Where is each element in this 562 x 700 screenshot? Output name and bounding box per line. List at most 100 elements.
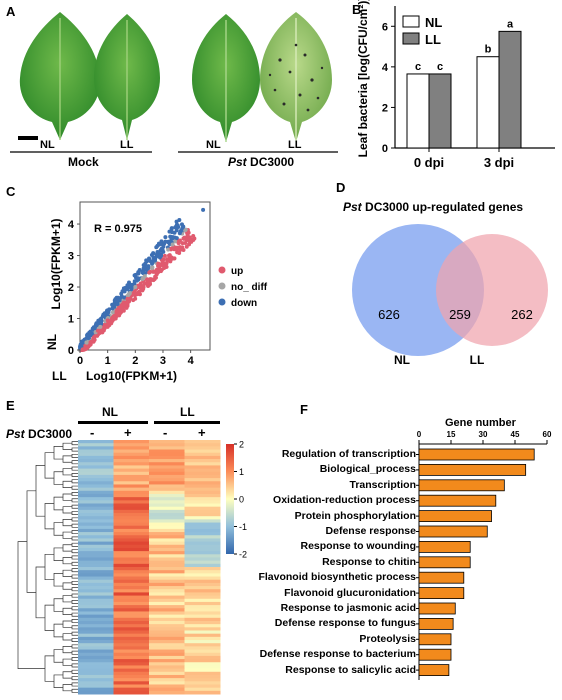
c-point — [172, 247, 177, 252]
heatmap-cell — [78, 687, 114, 692]
heatmap-cell — [113, 624, 150, 628]
c-point — [177, 218, 182, 223]
dendrogram-branch — [44, 655, 54, 682]
heatmap-cell — [149, 503, 185, 508]
heatmap-cell — [149, 519, 185, 524]
heatmap-cell — [113, 681, 150, 685]
heatmap-cell — [184, 551, 221, 555]
heatmap-cell — [113, 636, 150, 641]
c-y-tick-label: 4 — [68, 219, 75, 231]
f-category-label: Oxidation-reduction process — [273, 494, 416, 507]
heatmap-cell — [184, 620, 221, 625]
heatmap-cell — [113, 605, 150, 609]
dendrogram-branch — [62, 455, 72, 463]
heatmap-cell — [149, 678, 185, 682]
f-category-label: Defense response to bacterium — [259, 648, 416, 661]
c-point — [105, 318, 110, 323]
dendrogram-branch — [71, 561, 78, 566]
heatmap-cell — [149, 525, 185, 530]
dendrogram-branch — [53, 674, 63, 688]
dendrogram-branch — [35, 566, 45, 619]
dendrogram-branch — [53, 446, 63, 460]
dendrogram-branch — [71, 599, 78, 604]
dendrogram-branch — [71, 663, 78, 668]
heatmap-cell — [113, 465, 150, 470]
heatmap-cell — [78, 478, 114, 482]
heatmap-cell — [78, 525, 114, 530]
heatmap-cell — [184, 446, 221, 451]
heatmap-cell — [184, 649, 221, 654]
heatmap-cell — [113, 646, 150, 651]
heatmap-cell — [149, 471, 185, 476]
c-legend-label: down — [231, 298, 257, 309]
heatmap-cell — [184, 449, 221, 454]
heatmap-cell — [78, 554, 114, 558]
heatmap-cell — [149, 614, 185, 619]
colorbar-tick-label: -1 — [239, 522, 247, 532]
heatmap-cell — [149, 668, 185, 673]
heatmap-cell — [78, 630, 114, 635]
heatmap-cell — [113, 528, 150, 533]
c-point — [181, 236, 186, 241]
heatmap-cell — [149, 567, 185, 571]
heatmap-cell — [78, 481, 114, 485]
heatmap-cell — [184, 601, 221, 606]
heatmap-cell — [78, 684, 114, 689]
heatmap-cell — [184, 592, 221, 597]
heatmap-cell — [184, 681, 221, 685]
heatmap-cell — [149, 643, 185, 647]
b-legend-swatch-nl — [402, 15, 420, 28]
heatmap-cell — [184, 563, 221, 568]
heatmap-cell — [184, 478, 221, 482]
c-point — [122, 302, 127, 307]
heatmap-cell — [149, 598, 185, 603]
heatmap-cell — [78, 570, 114, 574]
heatmap-cell — [113, 595, 150, 600]
c-y-tick-label: 3 — [68, 251, 74, 263]
dendrogram-branch — [71, 555, 78, 560]
c-point — [146, 281, 151, 286]
heatmap-cell — [184, 513, 221, 517]
colorbar-tick-label: 1 — [239, 467, 244, 477]
dendrogram-branch — [71, 549, 78, 554]
heatmap-cell — [78, 665, 114, 670]
heatmap-cell — [149, 630, 185, 635]
b-bar-letter: b — [485, 44, 492, 56]
dendrogram-branch — [62, 493, 72, 501]
c-point — [127, 297, 132, 302]
heatmap-cell — [78, 440, 114, 444]
dendrogram-branch — [53, 623, 63, 638]
go-axis-title: Gene number — [445, 417, 516, 429]
c-point — [115, 302, 120, 307]
c-points — [78, 207, 206, 352]
heatmap-cell — [149, 620, 185, 625]
heatmap-cell — [113, 481, 150, 485]
venn-diagram: 626 259 262 NL LL — [352, 224, 548, 367]
dendrogram-branch — [62, 468, 72, 476]
dendrogram-branch — [71, 504, 78, 509]
venn-circle-ll — [436, 234, 548, 346]
heatmap-cell — [184, 509, 221, 514]
f-category-label: Response to chitin — [322, 555, 416, 568]
heatmap-cell — [113, 567, 150, 571]
heatmap-cell — [149, 490, 185, 495]
heatmap-cell — [113, 551, 150, 555]
b-legend-label-nl: NL — [425, 15, 442, 30]
heatmap-cell — [149, 640, 185, 644]
f-category-label: Response to wounding — [300, 540, 417, 553]
heatmap-cell — [78, 655, 114, 660]
heatmap-cell — [113, 509, 150, 514]
c-point — [138, 285, 143, 290]
heatmap-cell — [149, 563, 185, 568]
heatmap-cell — [113, 668, 150, 673]
heatmap-cell — [184, 519, 221, 524]
heatmap-cell — [113, 547, 150, 552]
leaf-pst-nl — [192, 14, 260, 142]
dendrogram-branch — [71, 644, 78, 649]
heatmap-cell — [113, 497, 150, 501]
dendrogram-branch — [71, 441, 78, 446]
heatmap-cell — [149, 687, 185, 692]
venn-title: Pst DC3000 up-regulated genes — [343, 200, 524, 214]
heatmap-cell — [149, 611, 185, 616]
heatmap-cell — [184, 525, 221, 530]
